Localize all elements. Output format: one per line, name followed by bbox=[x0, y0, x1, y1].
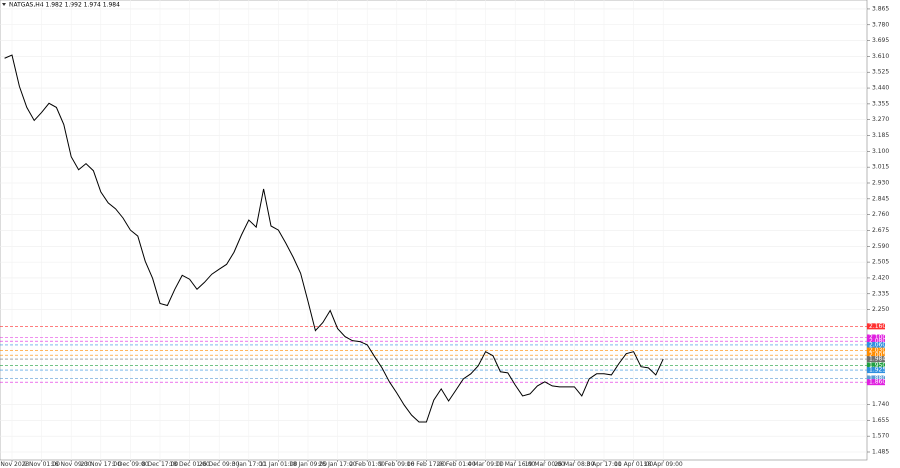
level-tag bbox=[867, 356, 885, 363]
level-label: 1.925 bbox=[869, 367, 886, 374]
level-label: 2.100 bbox=[869, 334, 886, 341]
y-tick-label: 3.780 bbox=[872, 21, 889, 28]
y-tick-label: 3.865 bbox=[872, 5, 889, 12]
y-tick-label: 3.100 bbox=[872, 148, 889, 155]
level-label: 2.030 bbox=[869, 347, 886, 354]
level-label: 2.080 bbox=[869, 338, 886, 345]
x-tick-label: 11 Apr 01:00 bbox=[614, 461, 653, 468]
y-tick-label: 3.695 bbox=[872, 37, 889, 44]
level-tag bbox=[867, 323, 885, 330]
x-tick-label: 18 Apr 09:00 bbox=[644, 461, 683, 468]
level-label: 1.880 bbox=[869, 375, 886, 382]
chart-title: NATGAS,H4 1.982 1.992 1.974 1.984 bbox=[9, 2, 120, 9]
level-label: 2.005 bbox=[869, 352, 886, 359]
y-tick-label: 3.355 bbox=[872, 100, 889, 107]
y-tick-label: 1.570 bbox=[872, 433, 889, 440]
x-tick-label: 3 Jan 17:00 bbox=[232, 461, 266, 468]
x-tick-label: 18 Jan 09:00 bbox=[289, 461, 327, 468]
level-tag bbox=[867, 341, 885, 348]
y-tick-label: 3.525 bbox=[872, 69, 889, 76]
y-tick-label: 3.270 bbox=[872, 116, 889, 123]
x-tick-label: 26 Mar 08:00 bbox=[554, 461, 594, 468]
x-tick-label: 1 Dec 09:00 bbox=[112, 461, 149, 468]
level-tag bbox=[867, 375, 885, 382]
x-tick-label: 11 Jan 01:00 bbox=[259, 461, 297, 468]
level-label: 1.950 bbox=[869, 362, 886, 369]
x-tick-label: 19 Mar 00:00 bbox=[525, 461, 565, 468]
x-tick-label: 26 Dec 09:00 bbox=[199, 461, 240, 468]
y-tick-label: 1.655 bbox=[872, 417, 889, 424]
level-tag bbox=[867, 367, 885, 374]
x-tick-label: 16 Nov 09:00 bbox=[51, 461, 92, 468]
y-tick-label: 2.420 bbox=[872, 274, 889, 281]
y-tick-label: 2.930 bbox=[872, 179, 889, 186]
y-tick-label: 2.675 bbox=[872, 227, 889, 234]
level-label: 1.984 bbox=[869, 356, 886, 363]
level-label: 1.860 bbox=[869, 379, 886, 386]
x-tick-label: 1 Nov 2023 bbox=[0, 461, 29, 468]
y-tick-label: 3.440 bbox=[872, 85, 889, 92]
y-tick-label: 3.015 bbox=[872, 164, 889, 171]
x-tick-label: 4 Mar 09:00 bbox=[467, 461, 503, 468]
level-tag bbox=[867, 334, 885, 341]
level-tag bbox=[867, 347, 885, 354]
y-tick-label: 2.250 bbox=[872, 306, 889, 313]
x-tick-label: 26 Feb 01:00 bbox=[436, 461, 476, 468]
x-tick-label: 16 Feb 17:00 bbox=[407, 461, 447, 468]
y-tick-label: 1.485 bbox=[872, 448, 889, 455]
x-tick-label: 9 Nov 01:00 bbox=[23, 461, 60, 468]
x-tick-label: 11 Mar 16:00 bbox=[495, 461, 535, 468]
y-tick-label: 3.185 bbox=[872, 132, 889, 139]
x-tick-label: 23 Nov 17:00 bbox=[81, 461, 122, 468]
level-tag bbox=[867, 338, 885, 345]
price-line bbox=[4, 54, 664, 423]
y-tick-label: 2.505 bbox=[872, 259, 889, 266]
x-tick-label: 3 Apr 17:00 bbox=[586, 461, 621, 468]
plot-area bbox=[0, 0, 868, 461]
y-tick-label: 1.740 bbox=[872, 401, 889, 408]
x-tick-label: 25 Jan 17:00 bbox=[319, 461, 357, 468]
level-tag bbox=[867, 362, 885, 369]
level-label: 2.160 bbox=[869, 323, 886, 330]
y-tick-label: 2.845 bbox=[872, 195, 889, 202]
level-tag bbox=[867, 379, 885, 386]
x-tick-label: 9 Feb 09:00 bbox=[379, 461, 415, 468]
y-tick-label: 3.610 bbox=[872, 53, 889, 60]
level-tag bbox=[867, 352, 885, 359]
x-tick-label: 18 Dec 01:00 bbox=[169, 461, 210, 468]
x-tick-label: 8 Dec 17:00 bbox=[142, 461, 179, 468]
y-tick-label: 2.335 bbox=[872, 290, 889, 297]
x-tick-label: 2 Feb 01:00 bbox=[349, 461, 385, 468]
menu-arrow[interactable] bbox=[2, 3, 6, 6]
y-tick-label: 2.760 bbox=[872, 211, 889, 218]
y-tick-label: 2.590 bbox=[872, 243, 889, 250]
level-label: 2.060 bbox=[869, 341, 886, 348]
